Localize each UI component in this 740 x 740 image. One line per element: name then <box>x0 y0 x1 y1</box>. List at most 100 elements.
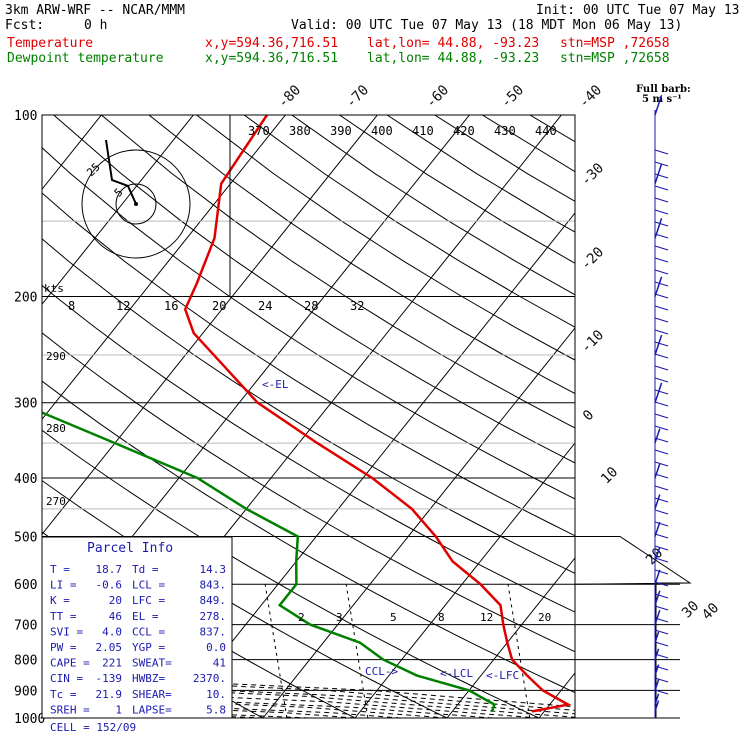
dry-adiabat-line <box>482 115 575 173</box>
mixing-ratio-label: 12 <box>116 299 130 313</box>
temperature-legend: Temperature <box>7 36 94 51</box>
wind-barb-flag <box>654 521 669 527</box>
dry-adiabat-line <box>529 115 575 143</box>
pressure-tick-label: 200 <box>14 291 37 306</box>
plot-frame <box>41 114 576 719</box>
theta-e-label: 410 <box>412 124 434 138</box>
parcel-title: Parcel Info <box>87 541 173 556</box>
parcel-value: 46 <box>109 610 122 623</box>
wind-barb-flag <box>654 617 669 623</box>
temperature-point <box>499 604 502 606</box>
wind-barb-flag <box>654 413 669 419</box>
wind-barb-flag <box>654 533 669 539</box>
dewpoint-point <box>9 114 11 116</box>
wind-barb <box>654 679 660 691</box>
wind-barb-flag <box>654 461 669 467</box>
isotherm-label: 40 <box>699 600 722 623</box>
wind-barb-flag <box>654 593 669 599</box>
wind-barb-flag <box>654 437 669 443</box>
parcel-value: 278. <box>200 610 227 623</box>
isotherm-label: -50 <box>498 82 527 111</box>
dewpoint-point <box>196 477 199 479</box>
parcel-value: 41 <box>213 657 226 670</box>
wind-barb-flag <box>654 389 669 395</box>
mixing-ratio-low-label: 8 <box>438 611 445 624</box>
isotherm-line <box>42 115 194 306</box>
wind-barb-flag <box>654 689 669 695</box>
temperature-point <box>371 477 374 479</box>
mixing-ratio-line <box>507 584 531 718</box>
parcel-key: T = <box>50 563 70 576</box>
parcel-key: YGP = <box>132 641 165 654</box>
dewpoint-point <box>245 508 248 510</box>
dewpoint-point <box>382 658 385 661</box>
temperature-point <box>196 282 198 284</box>
theta-label: 290 <box>46 350 66 363</box>
fcst-label: Fcst: <box>5 18 45 33</box>
dewpoint-point <box>493 703 496 706</box>
dry-adiabat-line <box>673 115 740 718</box>
dewpoint-point <box>114 442 116 444</box>
wind-barb <box>654 693 660 705</box>
wind-barb-flag <box>654 641 669 647</box>
wind-barb-flag <box>654 377 669 383</box>
mixing-ratio-low-label: 3 <box>336 611 343 624</box>
wind-barb <box>654 163 663 184</box>
parcel-key: CCL = <box>132 625 165 638</box>
parcel-key: Td = <box>132 563 159 576</box>
pressure-tick-label: 500 <box>14 530 37 545</box>
wind-barb-flag <box>654 629 669 635</box>
parcel-value: -0.6 <box>96 579 123 592</box>
wind-barb-flag <box>654 185 669 191</box>
dry-adiabat-line <box>339 115 575 264</box>
temperature-point <box>256 401 259 404</box>
wind-barb-flag <box>654 545 669 551</box>
dry-adiabat-line <box>625 115 740 718</box>
parcel-key: LI = <box>50 579 77 592</box>
wind-barb-flag <box>654 473 669 479</box>
wind-barb-flag <box>654 653 669 659</box>
dewpoint-series-line <box>42 411 497 712</box>
temperature-point <box>511 658 513 661</box>
dry-adiabat-line <box>148 115 575 395</box>
dewpoint-point <box>278 604 281 606</box>
temperature-point <box>541 689 544 692</box>
temp-xy: x,y=594.36,716.51 <box>205 36 339 51</box>
parcel-value: 5.8 <box>206 703 226 716</box>
wind-barb-flag <box>654 449 669 455</box>
profile-annotation: <-LCL <box>440 667 473 680</box>
dewpoint-point <box>415 674 418 677</box>
wind-barb-flag <box>654 665 669 671</box>
profile-annotation: <-EL <box>262 378 289 391</box>
parcel-panel <box>41 536 233 719</box>
temperature-point <box>192 332 195 334</box>
theta-e-label: 440 <box>535 124 557 138</box>
parcel-value: 837. <box>200 625 227 638</box>
parcel-key: SVI = <box>50 625 83 638</box>
fcst-value: 0 h <box>84 18 108 33</box>
hodo-center <box>134 202 138 206</box>
mixing-ratio-label: 20 <box>212 299 226 313</box>
mixing-ratio-label: 8 <box>68 299 75 313</box>
wind-barb-flag <box>654 305 669 311</box>
temperature-point <box>502 623 505 626</box>
wind-barb <box>654 463 661 479</box>
parcel-key: CIN = <box>50 672 83 685</box>
wind-barb <box>654 494 661 510</box>
mixing-ratio-line <box>345 584 369 718</box>
dry-adiabat-line <box>42 429 540 718</box>
wind-barb <box>654 428 661 444</box>
pressure-tick-label: 800 <box>14 654 37 669</box>
isotherm-line <box>262 327 575 718</box>
pressure-tick-label: 600 <box>14 578 37 593</box>
wind-barb-flag <box>654 197 669 203</box>
mixing-ratio-label: 24 <box>258 299 272 313</box>
parcel-key: PW = <box>50 641 77 654</box>
temp-stn: stn=MSP ,72658 <box>560 36 670 51</box>
dewpoint-point <box>309 623 311 626</box>
isotherm-line <box>538 672 575 718</box>
temperature-point <box>220 182 222 185</box>
dew-latlon: lat,lon= 44.88, -93.23 <box>367 51 540 66</box>
parcel-key: K = <box>50 594 70 607</box>
